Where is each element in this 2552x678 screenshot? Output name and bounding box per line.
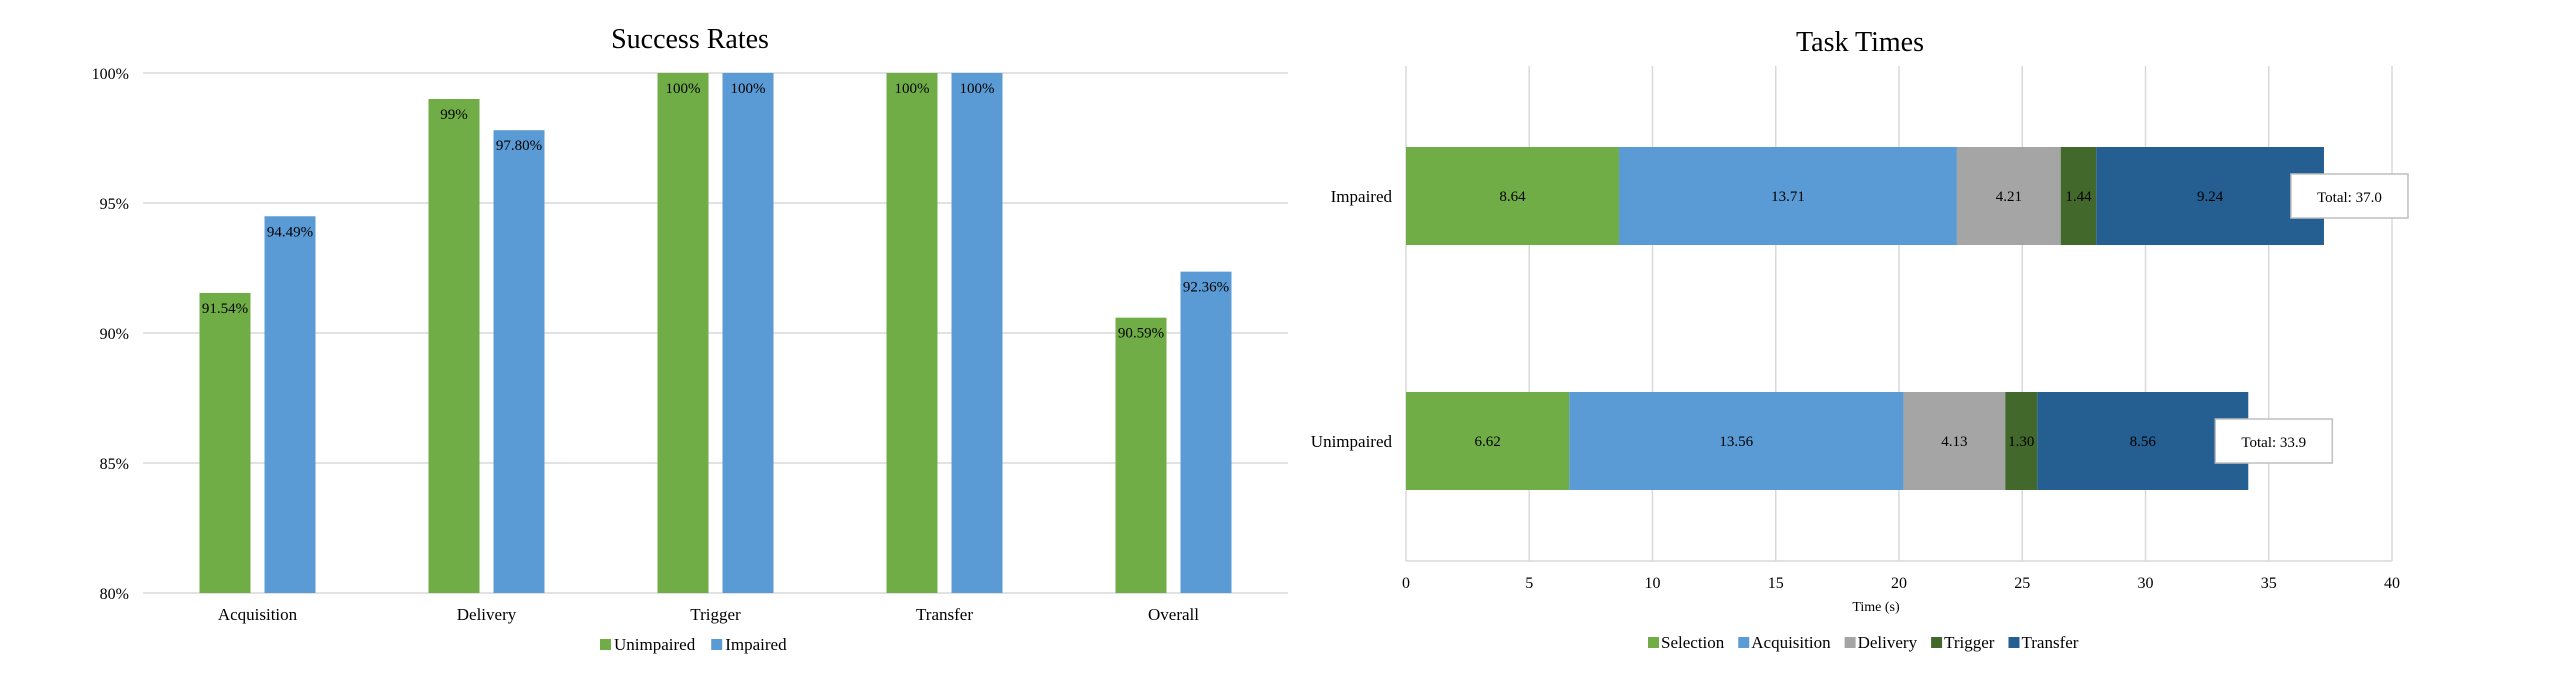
bar-unimpaired-delivery — [428, 99, 480, 593]
legend-label-impaired: Impaired — [725, 635, 787, 654]
total-callout — [2214, 418, 2334, 464]
data-label: 94.49% — [267, 224, 313, 240]
segment-label: 1.44 — [2065, 189, 2092, 205]
legend-label-selection: Selection — [1661, 633, 1725, 652]
y-tick-label: 85% — [100, 456, 129, 473]
segment-label: 6.62 — [1474, 434, 1500, 450]
x-tick-label: 0 — [1402, 575, 1410, 592]
legend-swatch-acquisition — [1738, 637, 1750, 648]
legend-label-delivery: Delivery — [1858, 633, 1918, 652]
x-tick-label: 25 — [2014, 575, 2030, 592]
segment-label: 8.56 — [2130, 434, 2157, 450]
y-tick-label: 90% — [100, 326, 129, 343]
segment-delivery-impaired — [1956, 147, 2061, 245]
legend-label-trigger: Trigger — [1944, 633, 1995, 652]
task-times-chart: Task Times 8.64 13.71 4.21 1.44 9.24 6.62 13.5… — [1311, 27, 2409, 652]
segment-selection-unimpaired — [1406, 392, 1570, 490]
data-label: 100% — [666, 81, 701, 97]
data-label: 91.54% — [202, 301, 248, 317]
bar-impaired-transfer — [951, 73, 1003, 593]
segment-label: 1.30 — [2008, 434, 2034, 450]
segment-transfer-impaired — [2096, 147, 2324, 245]
segment-trigger-impaired — [2060, 147, 2097, 245]
success-rates-title: Success Rates — [611, 24, 769, 55]
category-label: Unimpaired — [1311, 432, 1393, 451]
task-times-xlabel: Time (s) — [1852, 600, 1900, 615]
x-tick-label: 30 — [2138, 575, 2154, 592]
total-label: Total: 33.9 — [2241, 435, 2306, 451]
bar-impaired-trigger — [722, 73, 774, 593]
legend-swatch-unimpaired — [600, 639, 611, 650]
category-label: Trigger — [690, 605, 741, 624]
data-label: 99% — [440, 107, 468, 123]
segment-label: 9.24 — [2197, 189, 2224, 205]
x-tick-label: 10 — [1645, 575, 1661, 592]
segment-label: 4.21 — [1996, 189, 2022, 205]
segment-label: 13.71 — [1771, 189, 1805, 205]
x-tick-label: 15 — [1768, 575, 1784, 592]
y-tick-label: 100% — [92, 66, 129, 83]
data-label: 100% — [895, 81, 930, 97]
y-tick-label: 95% — [100, 196, 129, 213]
x-tick-label: 40 — [2384, 575, 2400, 592]
legend-label-transfer: Transfer — [2021, 633, 2078, 652]
data-label: 97.80% — [496, 138, 542, 154]
bar-unimpaired-acquisition — [199, 292, 251, 593]
legend-label-unimpaired: Unimpaired — [614, 635, 696, 654]
legend-swatch-impaired — [711, 639, 723, 650]
segment-label: 4.13 — [1941, 434, 1967, 450]
x-tick-label: 35 — [2261, 575, 2277, 592]
total-callout — [2290, 173, 2409, 219]
category-label: Impaired — [1331, 187, 1393, 206]
data-label: 90.59% — [1118, 326, 1164, 342]
segment-acquisition-impaired — [1618, 147, 1957, 245]
legend-swatch-trigger — [1931, 637, 1943, 648]
bar-impaired-acquisition — [264, 216, 316, 593]
segment-delivery-unimpaired — [1903, 392, 2006, 490]
segment-label: 13.56 — [1719, 434, 1753, 450]
bar-unimpaired-trigger — [657, 73, 709, 593]
bar-impaired-delivery — [493, 130, 545, 593]
data-label: 92.36% — [1183, 280, 1229, 296]
segment-transfer-unimpaired — [2037, 392, 2249, 490]
segment-acquisition-unimpaired — [1569, 392, 1904, 490]
bar-impaired-overall — [1180, 271, 1232, 593]
x-tick-label: 20 — [1891, 575, 1907, 592]
x-tick-label: 5 — [1525, 575, 1533, 592]
data-label: 100% — [731, 81, 766, 97]
legend-swatch-transfer — [2008, 637, 2020, 648]
category-label: Overall — [1148, 605, 1199, 624]
bar-unimpaired-overall — [1115, 317, 1167, 593]
category-label: Delivery — [457, 605, 517, 624]
legend-swatch-delivery — [1844, 637, 1856, 648]
data-label: 100% — [960, 81, 995, 97]
segment-trigger-unimpaired — [2005, 392, 2038, 490]
task-times-title: Task Times — [1796, 27, 1924, 58]
bar-unimpaired-transfer — [886, 73, 938, 593]
category-label: Transfer — [916, 605, 973, 624]
segment-label: 8.64 — [1499, 189, 1526, 205]
legend-label-acquisition: Acquisition — [1751, 633, 1831, 652]
segment-selection-impaired — [1406, 147, 1619, 245]
y-tick-label: 80% — [100, 586, 129, 603]
legend-swatch-selection — [1648, 637, 1659, 648]
total-label: Total: 37.0 — [2317, 190, 2382, 206]
success-rates-chart: Success Rates 91.54% 94.49% 99% 97.80% 100% 1… — [92, 24, 1288, 654]
category-label: Acquisition — [218, 605, 298, 624]
